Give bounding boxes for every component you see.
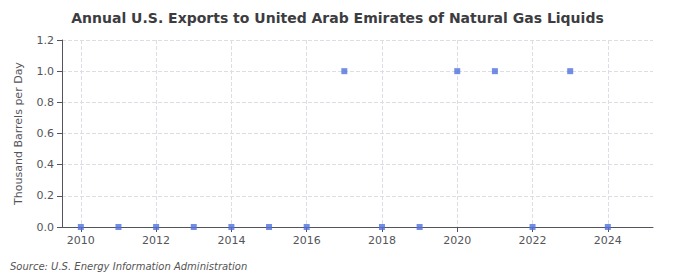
svg-text:2012: 2012: [142, 234, 170, 247]
svg-text:0.2: 0.2: [37, 189, 55, 202]
svg-text:2014: 2014: [217, 234, 245, 247]
svg-text:2010: 2010: [67, 234, 95, 247]
svg-text:2020: 2020: [443, 234, 471, 247]
svg-text:Thousand Barrels per Day: Thousand Barrels per Day: [12, 62, 25, 206]
svg-text:0.8: 0.8: [37, 96, 55, 109]
svg-text:1.2: 1.2: [37, 34, 55, 47]
svg-text:2018: 2018: [368, 234, 396, 247]
svg-text:0.4: 0.4: [37, 158, 55, 171]
svg-text:0.6: 0.6: [37, 127, 55, 140]
svg-text:1.0: 1.0: [37, 65, 55, 78]
svg-text:2016: 2016: [293, 234, 321, 247]
svg-text:Annual U.S. Exports to United: Annual U.S. Exports to United Arab Emira…: [71, 10, 603, 26]
svg-text:0.0: 0.0: [37, 221, 55, 234]
svg-text:Source: U.S. Energy Informatio: Source: U.S. Energy Information Administ…: [10, 261, 247, 272]
svg-text:2024: 2024: [594, 234, 622, 247]
svg-text:2022: 2022: [519, 234, 547, 247]
